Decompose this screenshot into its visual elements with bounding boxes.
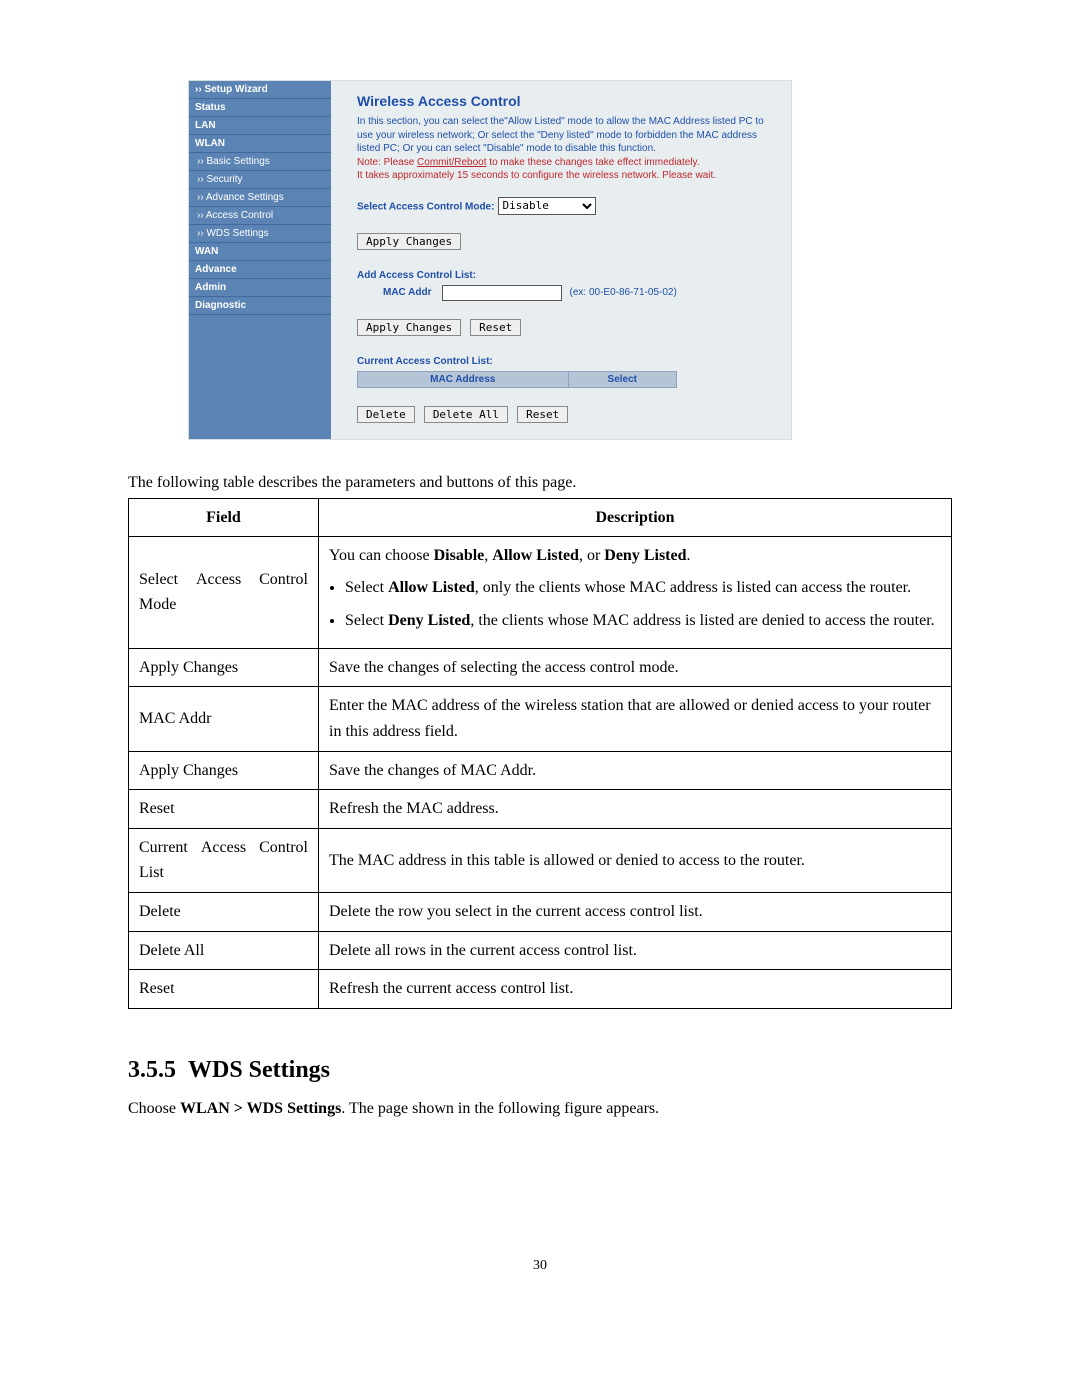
- delete-button[interactable]: Delete: [357, 406, 415, 423]
- panel-heading: Wireless Access Control: [357, 93, 775, 109]
- sidebar-item[interactable]: Status: [189, 99, 331, 117]
- content-panel: Wireless Access Control In this section,…: [331, 81, 791, 439]
- sidebar-item[interactable]: ›› Basic Settings: [189, 153, 331, 171]
- current-acl-label: Current Access Control List:: [357, 356, 775, 367]
- apply-changes-button-2[interactable]: Apply Changes: [357, 319, 461, 336]
- access-control-mode-select[interactable]: Disable: [498, 197, 596, 215]
- sidebar-item[interactable]: Admin: [189, 279, 331, 297]
- commit-reboot-link[interactable]: Commit/Reboot: [417, 157, 486, 168]
- th-desc: Description: [319, 498, 952, 537]
- panel-description: In this section, you can select the"Allo…: [357, 115, 775, 156]
- table-row: DeleteDelete the row you select in the c…: [129, 893, 952, 932]
- table-row: Apply ChangesSave the changes of selecti…: [129, 648, 952, 687]
- sidebar-nav: ›› Setup WizardStatusLANWLAN›› Basic Set…: [189, 81, 331, 439]
- select-mode-label: Select Access Control Mode:: [357, 201, 494, 212]
- table-row: Select Access Control Mode You can choos…: [129, 537, 952, 649]
- panel-note: Note: Please Commit/Reboot to make these…: [357, 156, 775, 170]
- apply-changes-button[interactable]: Apply Changes: [357, 233, 461, 250]
- cell-desc: You can choose Disable, Allow Listed, or…: [319, 537, 952, 649]
- sidebar-item[interactable]: ›› Setup Wizard: [189, 81, 331, 99]
- table-row: Delete AllDelete all rows in the current…: [129, 931, 952, 970]
- router-screenshot: ›› Setup WizardStatusLANWLAN›› Basic Set…: [188, 80, 792, 440]
- sidebar-item[interactable]: LAN: [189, 117, 331, 135]
- table-row: ResetRefresh the current access control …: [129, 970, 952, 1009]
- table-row: MAC AddrEnter the MAC address of the wir…: [129, 687, 952, 751]
- table-row: Current Access Control ListThe MAC addre…: [129, 828, 952, 892]
- delete-all-button[interactable]: Delete All: [424, 406, 508, 423]
- sidebar-item[interactable]: WAN: [189, 243, 331, 261]
- sidebar-item[interactable]: ›› Security: [189, 171, 331, 189]
- intro-paragraph: The following table describes the parame…: [128, 474, 952, 492]
- reset-acl-button[interactable]: Reset: [517, 406, 568, 423]
- sidebar-item[interactable]: Advance: [189, 261, 331, 279]
- mac-addr-label: MAC Addr: [383, 287, 432, 298]
- acl-table: MAC Address Select: [357, 371, 677, 388]
- sidebar-item[interactable]: Diagnostic: [189, 297, 331, 315]
- acl-th-select: Select: [568, 371, 676, 387]
- acl-th-mac: MAC Address: [358, 371, 569, 387]
- mac-example: (ex: 00-E0-86-71-05-02): [570, 287, 677, 298]
- sidebar-item[interactable]: ›› WDS Settings: [189, 225, 331, 243]
- th-field: Field: [129, 498, 319, 537]
- section-body: Choose WLAN > WDS Settings. The page sho…: [128, 1100, 952, 1118]
- reset-button[interactable]: Reset: [470, 319, 521, 336]
- parameters-table: Field Description Select Access Control …: [128, 498, 952, 1009]
- sidebar-item[interactable]: ›› Access Control: [189, 207, 331, 225]
- sidebar-item[interactable]: ›› Advance Settings: [189, 189, 331, 207]
- section-heading: 3.5.5WDS Settings: [128, 1057, 952, 1084]
- page-number: 30: [128, 1258, 952, 1274]
- cell-field: Select Access Control Mode: [129, 537, 319, 649]
- panel-note2: It takes approximately 15 seconds to con…: [357, 169, 775, 183]
- sidebar-item[interactable]: WLAN: [189, 135, 331, 153]
- add-acl-label: Add Access Control List:: [357, 270, 775, 281]
- mac-addr-input[interactable]: [442, 285, 562, 301]
- table-row: ResetRefresh the MAC address.: [129, 790, 952, 829]
- table-row: Apply ChangesSave the changes of MAC Add…: [129, 751, 952, 790]
